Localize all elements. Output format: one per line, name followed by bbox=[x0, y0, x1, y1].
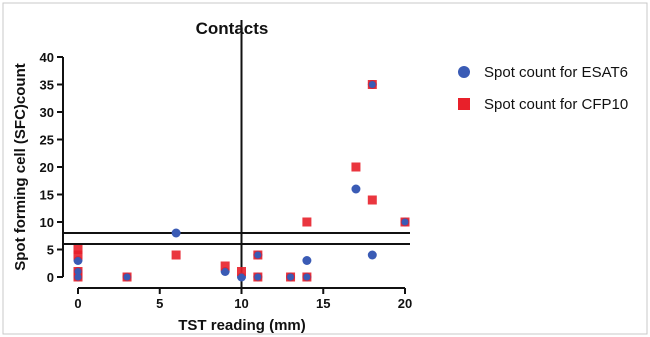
y-tick-label: 40 bbox=[40, 50, 54, 65]
esat6-point-overlay bbox=[254, 273, 262, 281]
esat6-point-overlay bbox=[172, 229, 180, 237]
esat6-point-overlay bbox=[303, 273, 311, 281]
legend-label-esat6: Spot count for ESAT6 bbox=[484, 63, 628, 81]
cfp10-point bbox=[171, 250, 181, 260]
x-tick-label: 10 bbox=[234, 296, 248, 311]
y-tick-label: 0 bbox=[47, 270, 54, 285]
legend: Spot count for ESAT6 Spot count for CFP1… bbox=[452, 60, 628, 124]
cfp10-point bbox=[220, 261, 230, 271]
cfp10-point bbox=[73, 250, 83, 260]
chart-title: Contacts bbox=[196, 19, 269, 38]
cfp10-point bbox=[351, 162, 361, 172]
esat6-point-overlay bbox=[254, 251, 262, 259]
esat6-point-overlay bbox=[74, 257, 82, 264]
esat6-point-overlay bbox=[123, 273, 131, 281]
esat6-point-overlay bbox=[352, 185, 360, 193]
y-tick-label: 30 bbox=[40, 105, 54, 120]
esat6-point-overlay bbox=[74, 273, 82, 281]
x-tick-label: 15 bbox=[316, 296, 330, 311]
x-axis-label: TST reading (mm) bbox=[178, 317, 306, 334]
legend-circle-marker bbox=[458, 66, 470, 78]
x-tick-label: 0 bbox=[74, 296, 81, 311]
y-tick-label: 15 bbox=[40, 188, 54, 203]
y-tick-label: 10 bbox=[40, 215, 54, 230]
y-tick-label: 25 bbox=[40, 133, 54, 148]
data-points bbox=[73, 80, 410, 282]
esat6-point-overlay bbox=[401, 218, 409, 226]
reference-lines bbox=[63, 20, 410, 288]
y-tick-label: 35 bbox=[40, 78, 54, 93]
legend-square-marker bbox=[458, 98, 470, 110]
esat6-point-overlay bbox=[221, 268, 229, 275]
x-tick-label: 5 bbox=[156, 296, 163, 311]
esat6-point-overlay bbox=[368, 81, 376, 88]
esat6-point-overlay bbox=[74, 268, 82, 275]
cfp10-point bbox=[367, 195, 377, 205]
cfp10-point bbox=[237, 267, 246, 276]
esat6-point-overlay bbox=[303, 257, 311, 264]
legend-label-cfp10: Spot count for CFP10 bbox=[484, 95, 629, 113]
x-tick-label: 20 bbox=[398, 296, 412, 311]
legend-item-cfp10: Spot count for CFP10 bbox=[452, 92, 628, 116]
y-tick-label: 20 bbox=[40, 160, 54, 175]
legend-item-esat6: Spot count for ESAT6 bbox=[452, 60, 628, 84]
cfp10-point bbox=[302, 217, 312, 227]
esat6-point-overlay bbox=[368, 251, 376, 259]
cfp10-point bbox=[73, 245, 83, 254]
y-axis-label: Spot forming cell (SFC)count bbox=[12, 63, 29, 271]
esat6-point-overlay bbox=[287, 273, 295, 281]
esat6-point-overlay bbox=[238, 273, 245, 281]
y-tick-label: 5 bbox=[47, 243, 54, 258]
